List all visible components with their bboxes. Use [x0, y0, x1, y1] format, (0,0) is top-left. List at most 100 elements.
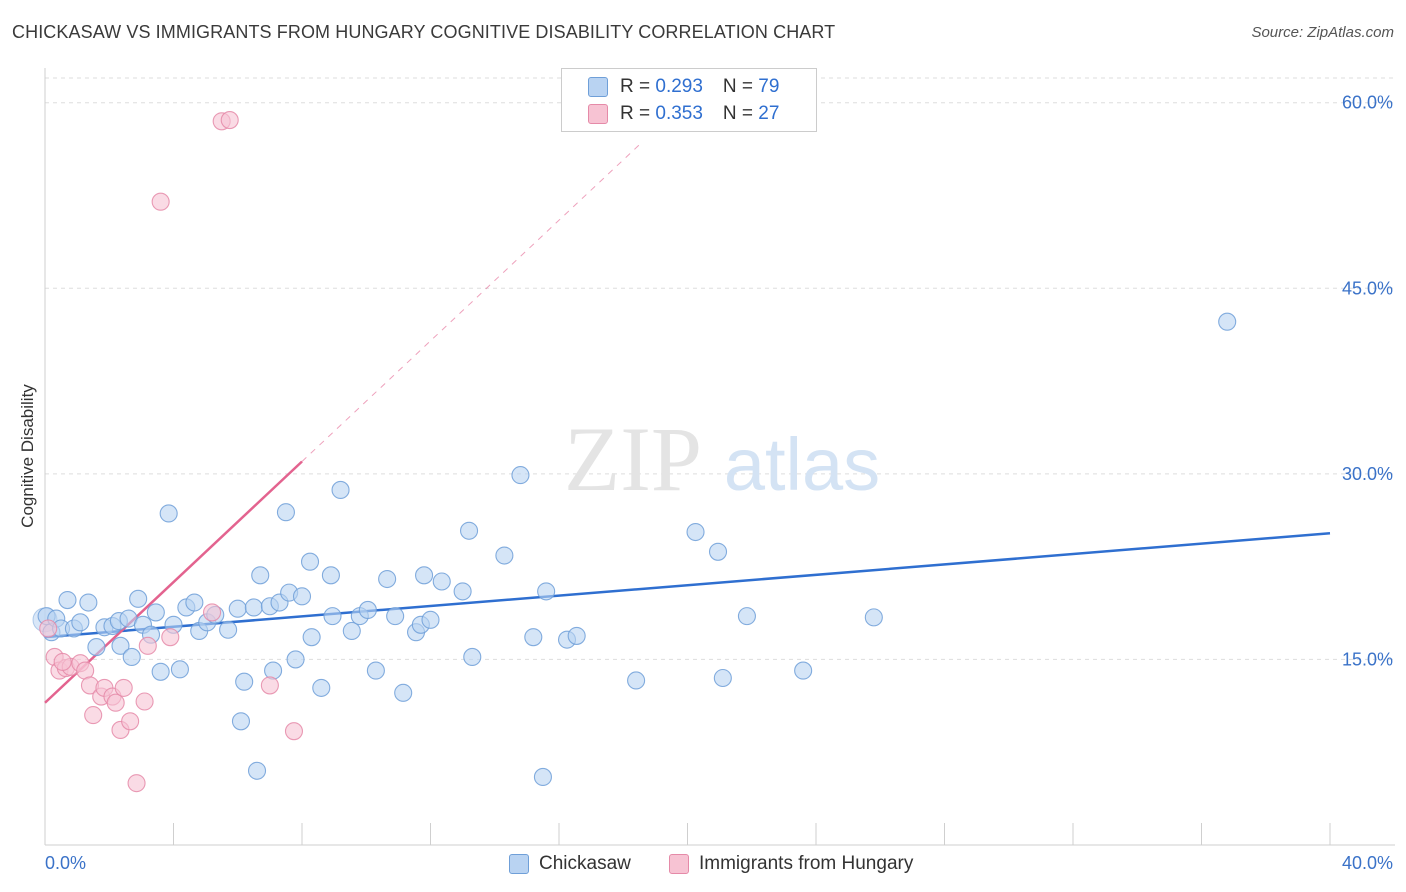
- chart-title: CHICKASAW VS IMMIGRANTS FROM HUNGARY COG…: [12, 22, 836, 42]
- legend-row-hungary: R = 0.353 N = 27: [588, 102, 779, 126]
- chickasaw-point: [170, 660, 189, 679]
- x-tick-label-max: 40.0%: [1342, 853, 1393, 873]
- chickasaw-point: [71, 613, 90, 632]
- chickasaw-point: [394, 683, 413, 702]
- legend-swatch-blue: [588, 77, 608, 97]
- chickasaw-point: [463, 647, 482, 667]
- source-label: Source: ZipAtlas.com: [1251, 24, 1394, 41]
- chickasaw-point: [300, 552, 320, 571]
- chickasaw-point: [686, 522, 705, 542]
- chickasaw-point: [794, 661, 813, 680]
- hungary-point: [138, 636, 157, 655]
- chickasaw-point: [321, 566, 340, 585]
- chickasaw-point: [323, 607, 342, 626]
- gridlines: [45, 77, 1395, 660]
- hungary-trend-extension: [301, 144, 640, 462]
- data-points: [32, 111, 1237, 793]
- chickasaw-point: [111, 636, 130, 655]
- hungary-point: [53, 652, 72, 671]
- chickasaw-point: [244, 598, 263, 617]
- chickasaw-point: [286, 650, 305, 669]
- chickasaw-point: [1218, 312, 1237, 331]
- chickasaw-point: [231, 712, 251, 731]
- bottom-legend-label: Chickasaw: [539, 853, 631, 874]
- chickasaw-point: [247, 761, 267, 780]
- chickasaw-point: [292, 587, 312, 606]
- legend-r-label: R =: [620, 76, 656, 97]
- chickasaw-point: [864, 608, 883, 627]
- chickasaw-point: [378, 569, 397, 589]
- legend-swatch-pink: [588, 104, 608, 124]
- chickasaw-point: [511, 466, 530, 485]
- chickasaw-point: [495, 546, 514, 565]
- chickasaw-point: [235, 672, 254, 691]
- chickasaw-point: [737, 607, 756, 626]
- chickasaw-point: [708, 542, 728, 561]
- legend-r-label: R =: [620, 103, 656, 124]
- chickasaw-trend-line: [44, 532, 1331, 639]
- chickasaw-point: [421, 610, 440, 629]
- hungary-point: [106, 693, 125, 712]
- legend-n-value: 79: [758, 76, 780, 97]
- legend-r-value: 0.353: [655, 103, 703, 124]
- y-tick-label: 30.0%: [1342, 464, 1393, 484]
- chickasaw-point: [342, 621, 361, 641]
- watermark-zip: ZIP: [564, 408, 702, 510]
- chickasaw-point: [87, 638, 106, 657]
- bottom-legend-hungary: Immigrants from Hungary: [669, 852, 913, 876]
- chickasaw-point: [251, 566, 270, 585]
- bottom-legend-label: Immigrants from Hungary: [699, 853, 914, 874]
- chickasaw-point: [358, 600, 377, 620]
- chickasaw-point: [264, 661, 283, 680]
- chickasaw-point: [453, 582, 472, 601]
- chickasaw-point: [122, 647, 141, 667]
- tick-labels: 15.0% 30.0% 45.0% 60.0% 0.0% 40.0%: [45, 93, 1393, 873]
- legend-n-label: N =: [722, 76, 759, 97]
- y-tick-label: 60.0%: [1342, 93, 1393, 113]
- chickasaw-point: [228, 599, 247, 618]
- hungary-point: [203, 603, 222, 622]
- chickasaw-point: [58, 591, 77, 610]
- chickasaw-point: [151, 662, 170, 681]
- hungary-point: [284, 722, 304, 741]
- chickasaw-point: [432, 572, 451, 591]
- legend-n-value: 27: [758, 103, 780, 124]
- y-tick-label: 15.0%: [1342, 649, 1393, 669]
- hungary-point: [260, 676, 279, 695]
- hungary-point: [84, 706, 103, 725]
- watermark: ZIP atlas: [564, 408, 880, 510]
- chickasaw-point: [386, 607, 405, 626]
- stats-legend: R = 0.293 N = 79 R = 0.353 N = 27: [561, 68, 817, 132]
- hungary-point: [121, 712, 140, 731]
- chickasaw-point: [713, 668, 732, 688]
- chickasaw-point: [415, 566, 434, 585]
- bottom-legend-swatch-pink: [669, 854, 689, 874]
- chickasaw-point: [79, 593, 98, 612]
- chickasaw-point: [524, 628, 543, 647]
- hungary-point: [114, 678, 133, 697]
- chickasaw-point: [331, 480, 350, 500]
- legend-n-label: N =: [722, 103, 759, 124]
- bottom-legend-swatch-blue: [509, 854, 529, 874]
- chickasaw-point: [627, 671, 646, 690]
- chickasaw-point: [459, 521, 479, 540]
- chickasaw-point: [366, 661, 385, 680]
- chickasaw-point: [146, 603, 165, 622]
- chickasaw-point: [567, 626, 586, 645]
- legend-r-value: 0.293: [655, 76, 703, 97]
- axes: [44, 68, 1395, 846]
- x-tick-label-min: 0.0%: [45, 853, 86, 873]
- hungary-point: [135, 692, 154, 711]
- watermark-atlas: atlas: [724, 423, 880, 506]
- chickasaw-point: [312, 678, 331, 697]
- hungary-point: [220, 111, 239, 130]
- chickasaw-point: [276, 503, 295, 522]
- hungary-point: [39, 619, 58, 638]
- legend-row-chickasaw: R = 0.293 N = 79: [588, 75, 779, 99]
- hungary-point: [127, 774, 146, 793]
- bottom-legend-chickasaw: Chickasaw: [509, 852, 631, 876]
- chickasaw-point: [219, 620, 238, 639]
- chickasaw-point: [185, 593, 204, 612]
- chickasaw-point: [159, 504, 178, 523]
